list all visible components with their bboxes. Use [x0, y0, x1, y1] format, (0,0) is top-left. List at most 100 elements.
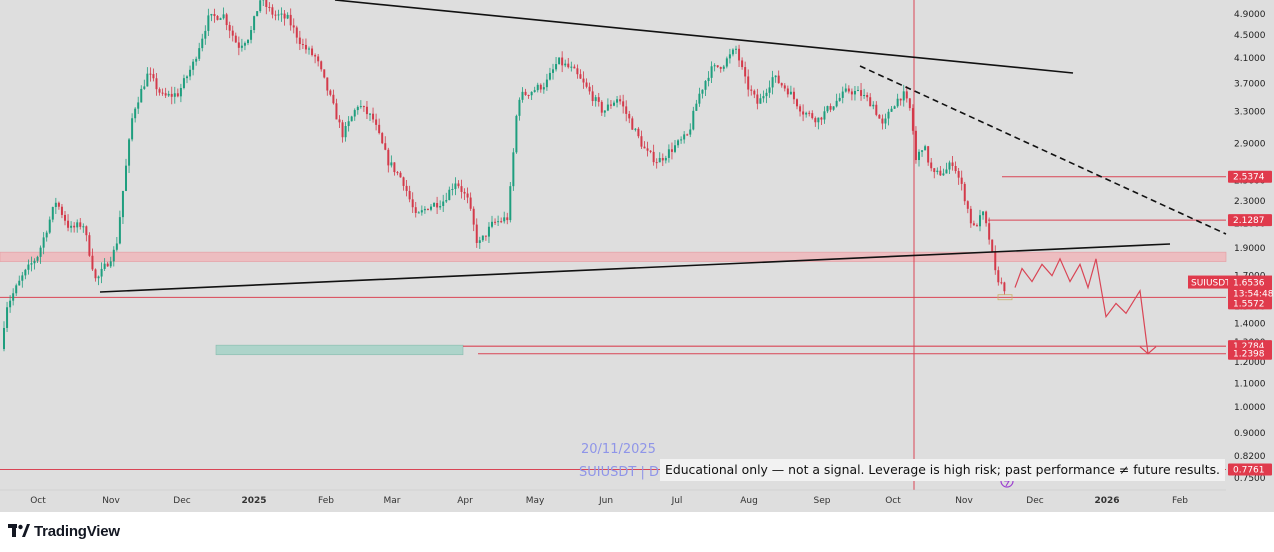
- candle-body: [326, 77, 329, 91]
- candle-body: [311, 48, 314, 56]
- candle-body: [158, 89, 161, 93]
- candle: [951, 155, 954, 171]
- candle-body: [259, 0, 262, 12]
- candle-body: [210, 14, 213, 16]
- candle: [613, 100, 615, 107]
- symbol-tag-text: SUIUSDT: [1191, 279, 1231, 289]
- candle: [771, 70, 774, 95]
- candle: [439, 200, 442, 210]
- candle: [542, 82, 545, 94]
- price-axis: 4.90004.50004.10003.70003.30002.90002.50…: [1234, 10, 1266, 484]
- price-tag-resistance-1-bg: [1228, 214, 1272, 227]
- candle: [878, 114, 881, 119]
- price-tag-target-1-text: 1.2784: [1233, 342, 1265, 352]
- candle-body: [103, 263, 106, 269]
- candle: [945, 162, 948, 174]
- candle-body: [985, 211, 988, 224]
- candle: [60, 204, 63, 219]
- candle: [265, 0, 268, 15]
- candle-body: [228, 25, 231, 31]
- candle: [649, 150, 652, 154]
- candle-body: [390, 162, 393, 166]
- candle: [960, 170, 963, 191]
- candle: [484, 235, 487, 241]
- candle-body: [39, 247, 42, 257]
- trendlines-layer: [99, 0, 1227, 293]
- candle-body: [536, 84, 539, 91]
- candle: [963, 181, 966, 205]
- candle-body: [222, 14, 225, 19]
- candle-body: [140, 88, 143, 103]
- candle-body: [988, 223, 991, 240]
- candle-body: [802, 111, 805, 115]
- candle-body: [445, 200, 448, 202]
- candle: [914, 126, 917, 164]
- candle: [384, 136, 387, 151]
- candle: [924, 144, 927, 151]
- candle-body: [378, 124, 381, 134]
- tradingview-logo[interactable]: TradingView: [8, 522, 120, 540]
- candle: [9, 295, 12, 313]
- candle-body: [408, 190, 411, 200]
- price-tag-low-text: 0.7761: [1233, 466, 1265, 476]
- candle: [121, 190, 124, 224]
- candle-body: [616, 99, 619, 103]
- candle: [979, 209, 981, 232]
- candle-body: [914, 130, 917, 161]
- candle: [609, 100, 612, 109]
- candle-body: [719, 67, 722, 69]
- candle: [118, 210, 121, 245]
- candle-body: [942, 173, 945, 176]
- candle-body: [939, 170, 942, 176]
- candle: [378, 118, 381, 135]
- candle-body: [393, 162, 396, 173]
- candle-body: [576, 68, 579, 75]
- candle-body: [542, 87, 545, 90]
- candle: [216, 15, 219, 21]
- candle-body: [274, 14, 277, 16]
- candle: [329, 89, 332, 97]
- candle-body: [231, 30, 234, 36]
- candle-body: [21, 275, 24, 281]
- candle-body: [478, 240, 481, 243]
- chart-area[interactable]: 4.90004.50004.10003.70003.30002.90002.50…: [0, 0, 1274, 512]
- candle-body: [137, 102, 140, 109]
- candle-body: [6, 307, 9, 328]
- candle-body: [860, 90, 863, 96]
- candle: [744, 61, 747, 84]
- candle: [48, 216, 51, 235]
- candle-body: [524, 91, 527, 95]
- candle-body: [491, 221, 493, 227]
- candle-body: [982, 211, 985, 216]
- candle: [582, 71, 585, 89]
- candle: [24, 268, 27, 280]
- price-tick-label: 1.4000: [1234, 320, 1266, 330]
- candle-body: [335, 103, 338, 120]
- candle: [850, 88, 853, 101]
- candle: [796, 98, 798, 110]
- candle-body: [548, 72, 551, 80]
- candle-body: [430, 206, 432, 210]
- candle: [597, 92, 600, 107]
- candle-body: [451, 188, 454, 190]
- candle-body: [411, 199, 414, 208]
- candle-body: [115, 243, 118, 250]
- candle: [103, 258, 106, 271]
- candle-body: [164, 93, 167, 96]
- price-tag-resistance-2: 2.5374: [1228, 170, 1272, 183]
- candle-body: [503, 217, 506, 222]
- candle-body: [161, 92, 164, 94]
- candle-body: [280, 13, 283, 15]
- time-axis: Oct Nov Dec 2025 Feb Mar Apr May Jun Jul Aug Sep Oct…: [0, 474, 1226, 506]
- candle: [158, 87, 161, 96]
- candle: [408, 185, 411, 203]
- candle-body: [265, 0, 268, 7]
- candle-body: [213, 14, 216, 17]
- candle: [42, 232, 45, 255]
- candle: [857, 86, 859, 92]
- candle: [759, 93, 762, 104]
- candle-body: [695, 103, 698, 111]
- candle: [259, 0, 262, 13]
- price-chart[interactable]: 4.90004.50004.10003.70003.30002.90002.50…: [0, 0, 1274, 512]
- candle-body: [674, 145, 676, 152]
